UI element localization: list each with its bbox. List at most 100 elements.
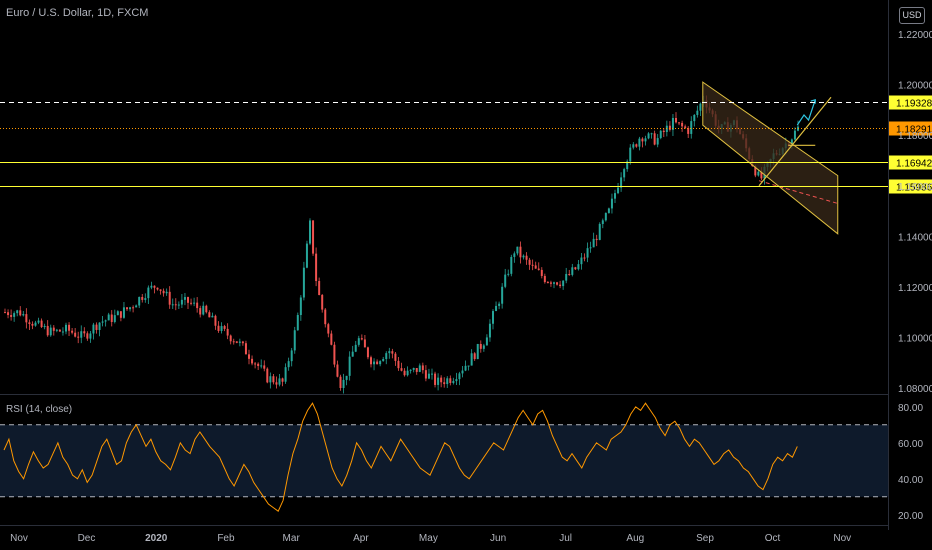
candle bbox=[553, 282, 555, 284]
time-tick-label: Nov bbox=[833, 533, 851, 544]
candle bbox=[568, 273, 571, 275]
candle bbox=[690, 121, 693, 134]
candle bbox=[312, 220, 315, 254]
candle bbox=[126, 307, 128, 310]
candle bbox=[513, 253, 516, 257]
candle bbox=[287, 361, 290, 368]
candle bbox=[16, 310, 19, 314]
candle bbox=[89, 333, 92, 339]
candle bbox=[342, 379, 345, 389]
candle bbox=[10, 315, 13, 317]
candle bbox=[92, 324, 95, 334]
candle bbox=[437, 377, 440, 385]
candle bbox=[607, 208, 610, 213]
candle bbox=[263, 365, 266, 369]
candle bbox=[406, 370, 409, 376]
time-tick-label: Mar bbox=[283, 533, 301, 544]
candle bbox=[260, 365, 263, 367]
candle bbox=[141, 297, 144, 300]
candle bbox=[498, 303, 501, 306]
level-label: 1.19328 bbox=[896, 99, 932, 110]
candle bbox=[315, 253, 318, 282]
candle bbox=[324, 309, 327, 325]
candle bbox=[290, 350, 293, 362]
candle bbox=[528, 259, 531, 265]
candle bbox=[153, 285, 156, 288]
candle bbox=[519, 246, 522, 258]
candle bbox=[604, 212, 607, 221]
candle bbox=[49, 327, 52, 336]
candle bbox=[95, 324, 98, 330]
candle bbox=[455, 379, 458, 382]
candle bbox=[409, 369, 412, 371]
candle bbox=[293, 330, 296, 351]
symbol-title: Euro / U.S. Dollar, 1D, FXCM bbox=[6, 7, 149, 19]
time-tick-label: Nov bbox=[10, 533, 28, 544]
candle bbox=[299, 297, 302, 316]
candle bbox=[391, 351, 394, 354]
candle bbox=[473, 353, 476, 360]
price-tick-label: 1.08000 bbox=[898, 384, 932, 395]
candle bbox=[77, 336, 80, 338]
candle bbox=[488, 323, 491, 338]
candle bbox=[476, 343, 479, 360]
candle bbox=[507, 273, 510, 275]
candle bbox=[653, 133, 656, 145]
candle bbox=[25, 314, 28, 323]
candle bbox=[583, 257, 586, 259]
candle bbox=[504, 274, 507, 287]
rsi-title: RSI (14, close) bbox=[6, 404, 73, 415]
candle bbox=[659, 130, 662, 139]
candle bbox=[363, 339, 366, 348]
time-tick-label: Oct bbox=[765, 533, 781, 544]
candle bbox=[394, 353, 397, 361]
rsi-tick-label: 20.00 bbox=[898, 511, 923, 522]
candle bbox=[559, 284, 562, 287]
candle bbox=[190, 302, 193, 304]
candle bbox=[382, 359, 385, 362]
candle bbox=[281, 378, 284, 382]
time-tick-label: Jul bbox=[559, 533, 572, 544]
candle bbox=[397, 360, 400, 369]
candle bbox=[58, 329, 61, 332]
candle bbox=[443, 382, 446, 385]
candle bbox=[662, 130, 665, 133]
candle bbox=[159, 289, 162, 291]
candle bbox=[266, 368, 269, 383]
candle bbox=[34, 322, 37, 326]
candle bbox=[196, 302, 199, 309]
candle bbox=[257, 363, 260, 367]
candle bbox=[226, 328, 229, 336]
candle bbox=[147, 287, 150, 299]
candle bbox=[129, 307, 132, 310]
time-tick-label: May bbox=[419, 533, 438, 544]
rsi-tick-label: 40.00 bbox=[898, 475, 923, 486]
candle bbox=[74, 332, 77, 337]
candle bbox=[302, 267, 305, 298]
candle bbox=[13, 313, 16, 317]
candle bbox=[586, 248, 589, 258]
candle bbox=[37, 320, 40, 323]
candle bbox=[376, 361, 379, 365]
candle bbox=[446, 378, 449, 385]
candle bbox=[180, 299, 183, 305]
candle bbox=[354, 344, 357, 352]
candle bbox=[617, 187, 620, 194]
candle bbox=[440, 377, 443, 383]
candle bbox=[339, 376, 342, 389]
candle bbox=[28, 322, 31, 324]
candle bbox=[601, 220, 604, 224]
candle bbox=[403, 370, 406, 376]
currency-button[interactable]: USD bbox=[899, 7, 925, 24]
candle bbox=[235, 341, 238, 343]
candle bbox=[144, 298, 147, 300]
candle bbox=[546, 282, 549, 284]
candle bbox=[284, 367, 287, 382]
candle bbox=[199, 308, 202, 315]
candle bbox=[211, 315, 214, 318]
candle bbox=[360, 338, 363, 340]
candle bbox=[699, 103, 702, 111]
candle bbox=[610, 198, 613, 209]
